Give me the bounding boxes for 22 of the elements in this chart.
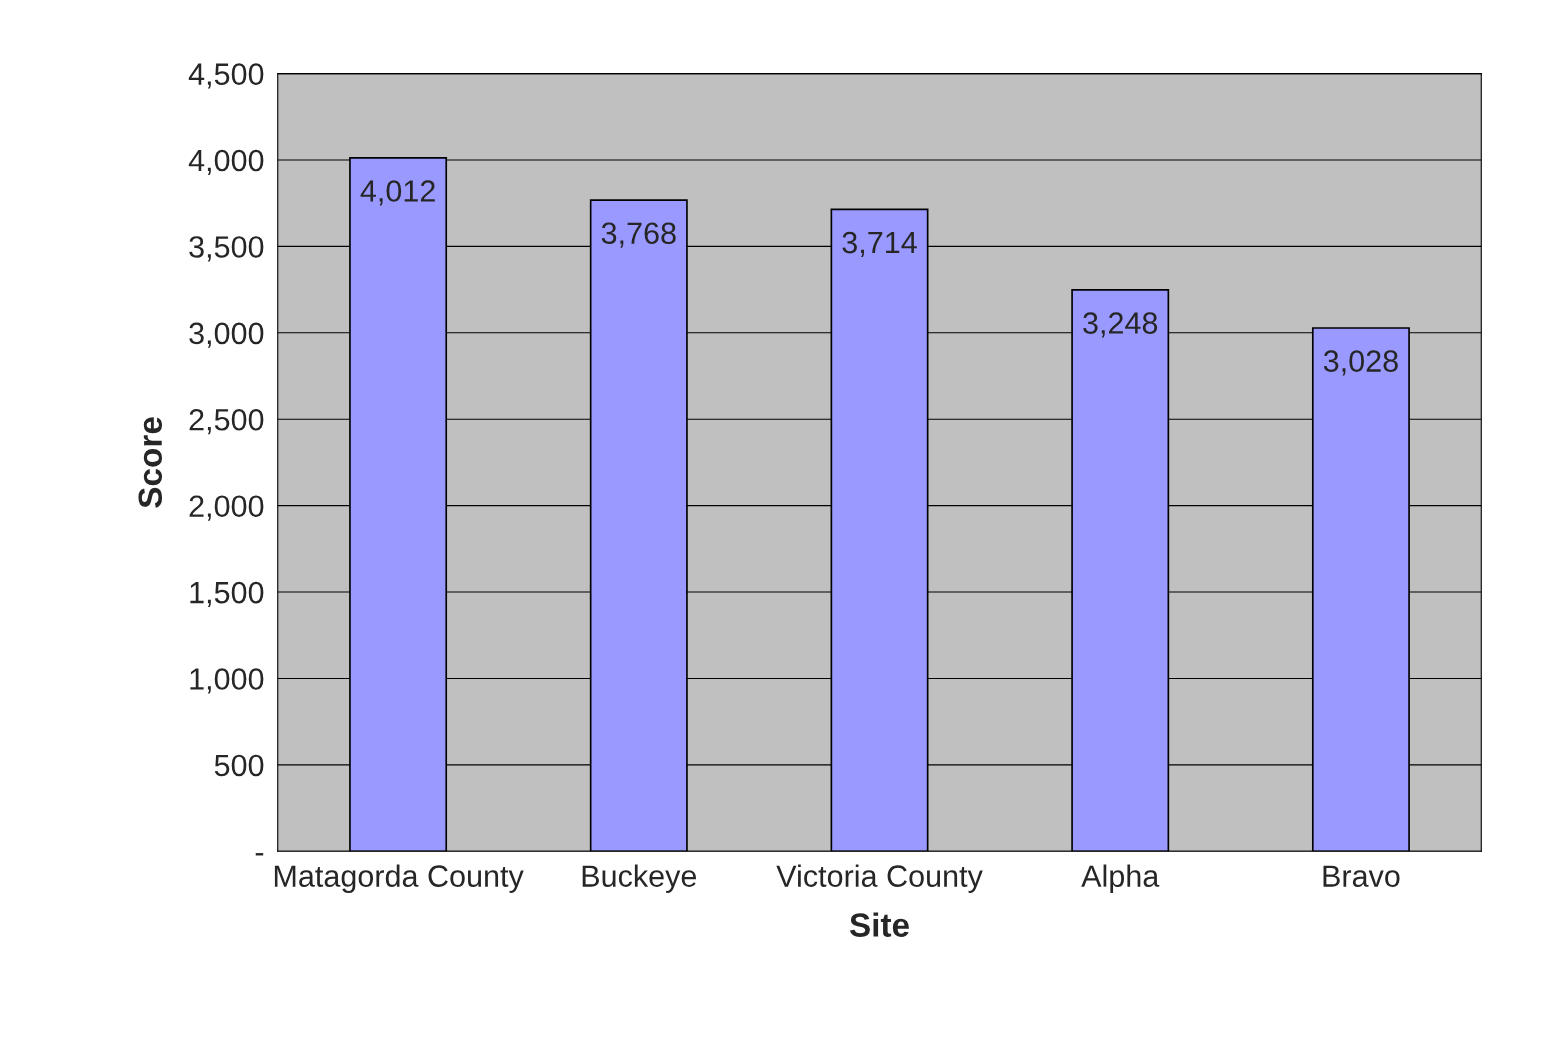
y-tick-label: - [255,853,264,856]
x-axis-title: Site [849,912,909,937]
data-label: 3,768 [601,222,676,248]
data-label: 3,248 [1083,312,1158,338]
data-label: 3,714 [842,231,917,257]
y-tick-label: 3,000 [189,322,264,348]
x-tick-label: Alpha [1081,864,1160,893]
x-tick-label: Buckeye [582,864,697,893]
y-tick-label: 4,000 [188,149,264,175]
x-tick-label: Matagorda County [274,864,524,893]
x-tick-label: Bravo [1323,865,1400,887]
y-tick-label: 1,000 [190,668,264,694]
y-tick-label: 4,500 [188,63,264,89]
y-tick-label: 2,500 [189,408,264,435]
y-tick-label: 500 [214,754,264,777]
y-tick-label: 3,500 [189,236,264,262]
y-axis-title: Score [138,417,163,508]
data-label: 3,028 [1323,350,1398,376]
y-tick-label: 2,000 [189,495,264,521]
y-tick-label: 1,500 [190,581,264,608]
data-label: 4,012 [360,180,435,206]
x-tick-label: Victoria County [776,864,983,893]
